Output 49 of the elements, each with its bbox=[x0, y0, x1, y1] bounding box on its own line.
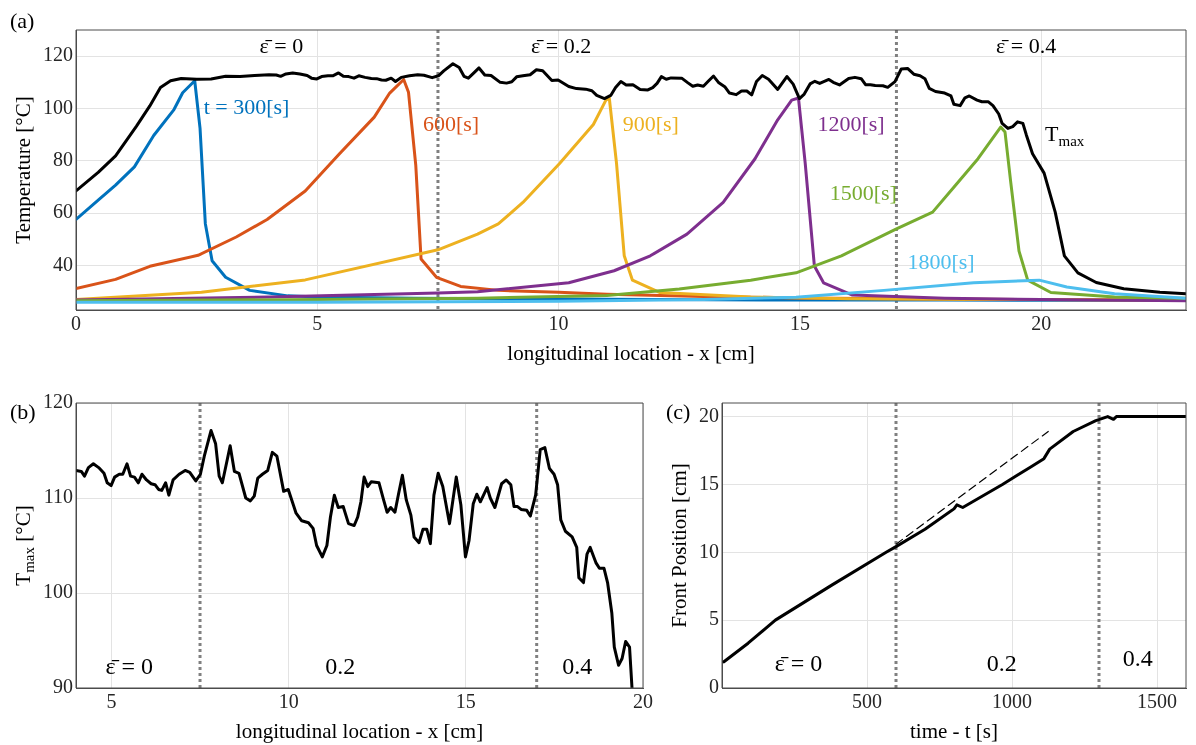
series-label: 1500[s] bbox=[829, 179, 897, 205]
chart-title: (c) bbox=[666, 398, 691, 424]
x-axis-title: time - t [s] bbox=[909, 718, 999, 743]
annotation: ε̄ = 0.4 bbox=[996, 32, 1057, 58]
x-tick-label: 500 bbox=[852, 690, 882, 713]
annotation: ε̄ = 0.2 bbox=[531, 32, 592, 58]
y-tick-label: 40 bbox=[53, 252, 73, 275]
y-tick-label: 80 bbox=[53, 148, 73, 171]
annotation: ε̄ = 0 bbox=[774, 650, 823, 677]
x-axis-title: longitudinal location - x [cm] bbox=[235, 718, 484, 743]
x-tick-label: 20 bbox=[633, 690, 653, 713]
annotation: ε̄ = 0 bbox=[105, 653, 154, 680]
y-tick-label: 120 bbox=[43, 390, 73, 413]
series-label: t = 300[s] bbox=[203, 94, 290, 120]
y-tick-label: 120 bbox=[43, 43, 73, 66]
series-label: 1800[s] bbox=[907, 249, 975, 275]
series-label: 600[s] bbox=[422, 110, 480, 136]
chart-title: (a) bbox=[10, 7, 35, 33]
y-tick-label: 100 bbox=[43, 95, 73, 118]
chart-title: (b) bbox=[10, 398, 36, 424]
y-tick-label: 5 bbox=[709, 607, 719, 630]
y-tick-label: 60 bbox=[53, 200, 73, 223]
annotation: 0.4 bbox=[562, 653, 593, 680]
x-tick-label: 5 bbox=[106, 690, 117, 713]
y-tick-label: 100 bbox=[43, 580, 73, 603]
y-axis-title: Front Position [cm] bbox=[666, 463, 691, 628]
x-tick-label: 5 bbox=[312, 312, 323, 335]
annotation: 0.4 bbox=[1122, 644, 1153, 671]
x-tick-label: 10 bbox=[548, 312, 569, 335]
x-tick-label: 1000 bbox=[992, 690, 1032, 713]
x-tick-label: 10 bbox=[278, 690, 299, 713]
y-axis-title: Tmax [°C] bbox=[10, 505, 38, 586]
y-tick-label: 90 bbox=[53, 675, 73, 698]
y-tick-label: 10 bbox=[699, 539, 719, 562]
y-tick-label: 15 bbox=[699, 471, 719, 494]
x-axis-title: longitudinal location - x [cm] bbox=[507, 340, 755, 365]
series-label: 1200[s] bbox=[817, 110, 885, 136]
annotation: 0.2 bbox=[986, 650, 1017, 677]
x-tick-label: 20 bbox=[1031, 312, 1052, 335]
annotation: ε̄ = 0 bbox=[259, 32, 304, 58]
series-label: 900[s] bbox=[622, 110, 679, 136]
x-tick-label: 1500 bbox=[1137, 690, 1177, 713]
x-tick-label: 15 bbox=[455, 690, 476, 713]
y-tick-label: 20 bbox=[699, 403, 719, 426]
x-tick-label: 15 bbox=[789, 312, 810, 335]
y-tick-label: 110 bbox=[43, 485, 73, 508]
y-tick-label: 0 bbox=[709, 675, 719, 698]
annotation: 0.2 bbox=[325, 653, 356, 680]
y-axis-title: Temperature [°C] bbox=[10, 96, 35, 244]
